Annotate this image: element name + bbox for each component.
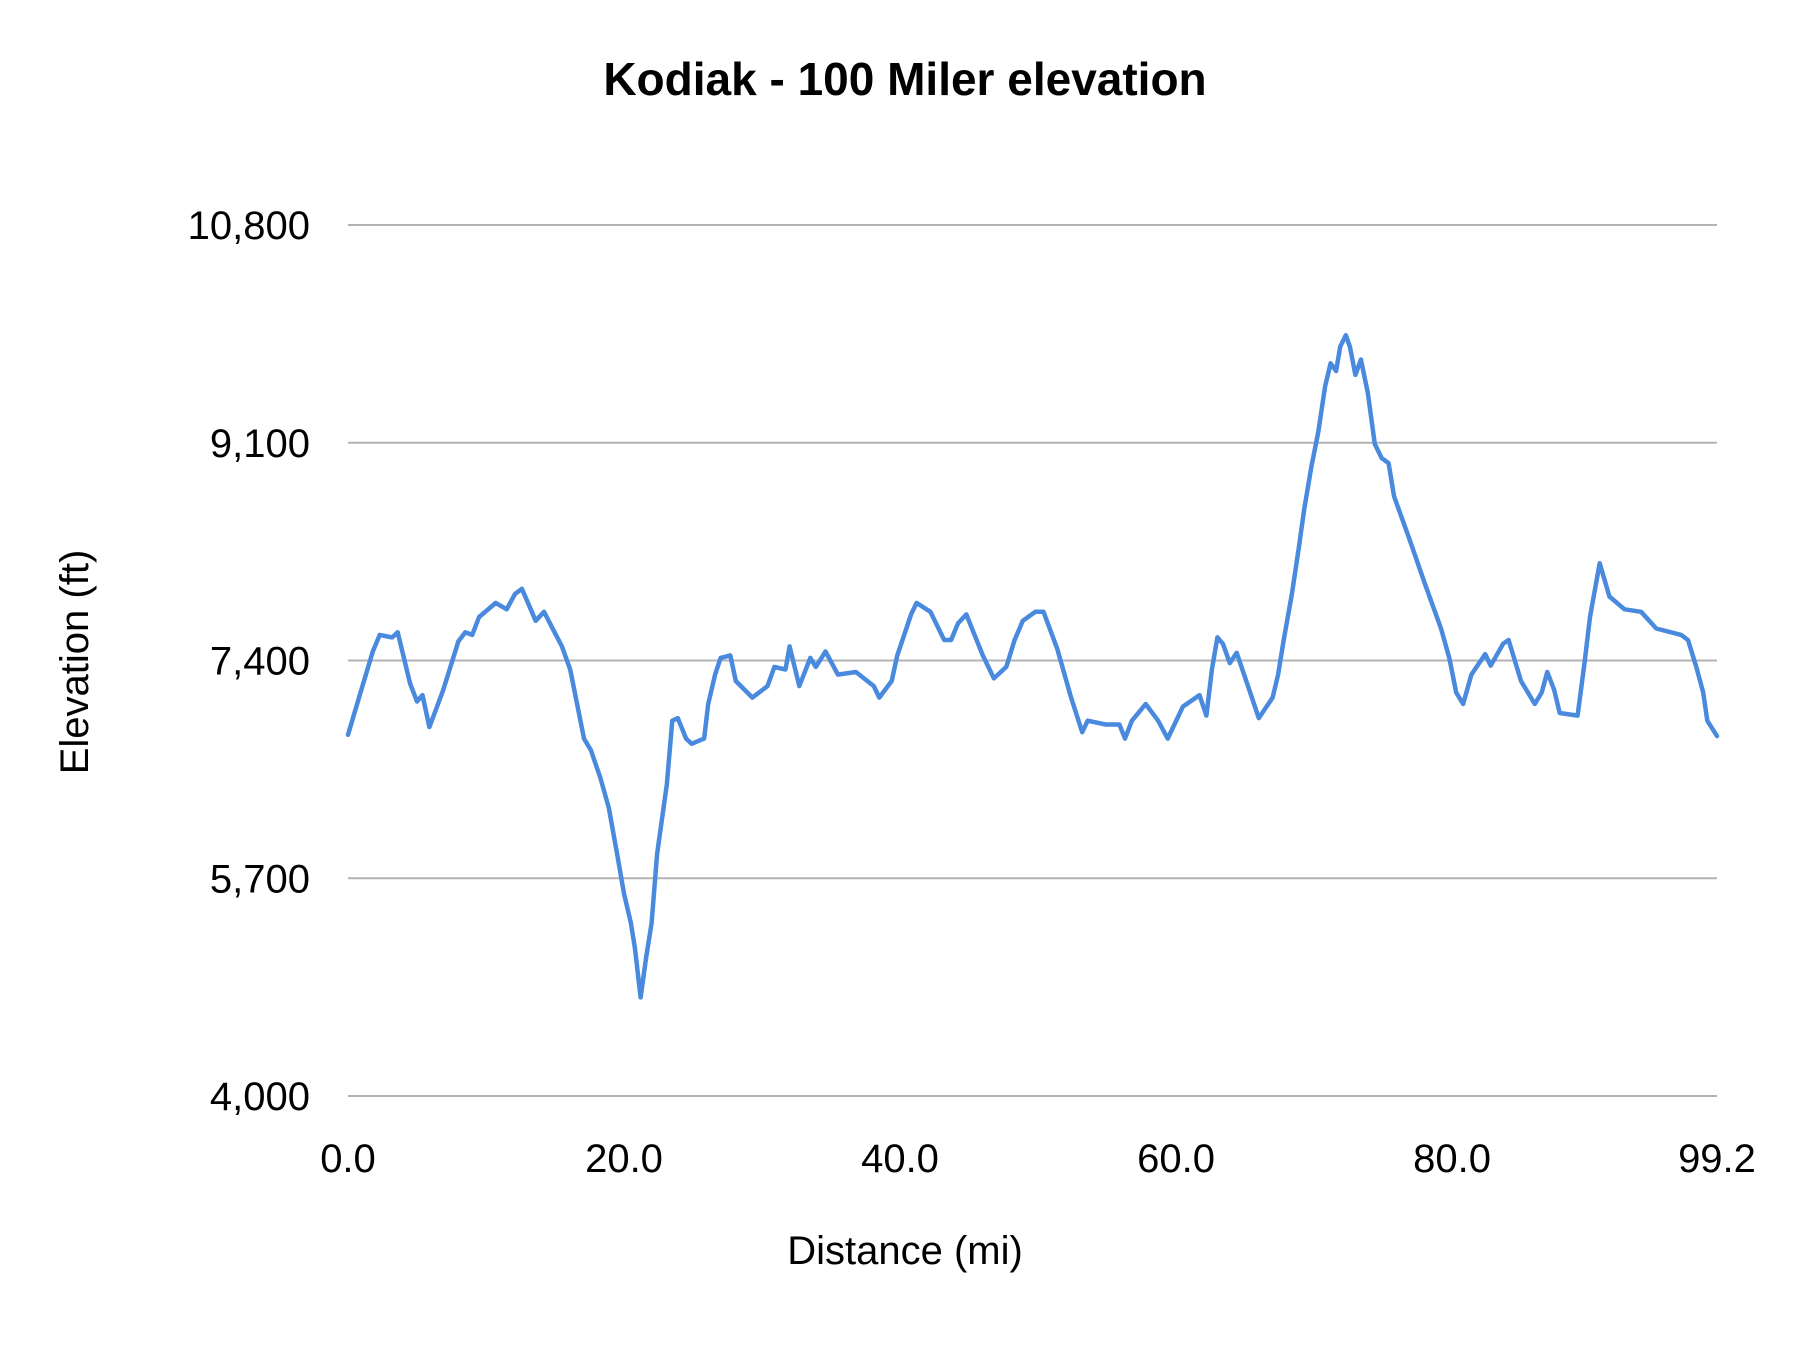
series-layer [345, 332, 1720, 1000]
x-tick-label: 40.0 [861, 1137, 939, 1181]
x-tick-label: 20.0 [585, 1137, 663, 1181]
x-tick-label: 0.0 [320, 1137, 376, 1181]
elevation-line [345, 332, 1720, 1000]
y-axis-title: Elevation (ft) [53, 550, 97, 775]
gridlines [348, 224, 1717, 1097]
chart-title: Kodiak - 100 Miler elevation [603, 53, 1206, 105]
x-tick-label: 80.0 [1413, 1137, 1491, 1181]
y-axis-ticks: 4,000 5,700 7,400 9,100 10,800 [188, 204, 310, 1119]
x-tick-label: 60.0 [1137, 1137, 1215, 1181]
x-axis-ticks: 0.0 20.0 40.0 60.0 80.0 99.2 [320, 1137, 1756, 1181]
y-tick-label: 10,800 [188, 204, 310, 248]
y-tick-label: 5,700 [210, 857, 310, 901]
x-tick-label: 99.2 [1678, 1137, 1756, 1181]
y-tick-label: 7,400 [210, 640, 310, 684]
y-tick-label: 9,100 [210, 422, 310, 466]
x-axis-title: Distance (mi) [787, 1229, 1023, 1273]
y-tick-label: 4,000 [210, 1075, 310, 1119]
